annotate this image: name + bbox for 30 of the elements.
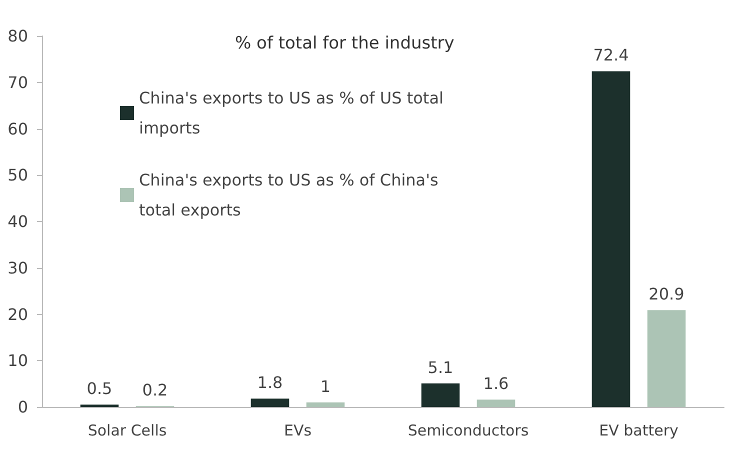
- bar: [647, 310, 686, 407]
- bar: [592, 71, 630, 407]
- chart-title: % of total for the industry: [235, 34, 454, 54]
- x-tick-label: Solar Cells: [88, 422, 167, 440]
- data-label: 1.6: [483, 374, 509, 394]
- legend-label: China's exports to US as % of US total imports: [139, 88, 449, 138]
- x-tick-label: Semiconductors: [408, 422, 529, 440]
- y-tick-label: 0: [18, 398, 28, 416]
- bar: [476, 400, 516, 407]
- data-label: 0.2: [142, 380, 168, 400]
- x-tick-label: EV battery: [599, 422, 678, 440]
- data-label: 0.5: [86, 379, 112, 398]
- y-tick-label: 30: [8, 258, 28, 278]
- data-label: 1: [320, 376, 331, 396]
- bar: [421, 383, 460, 407]
- data-label: 1.8: [257, 373, 283, 392]
- bar: [250, 398, 290, 407]
- data-label: 72.4: [593, 46, 629, 65]
- data-label: 20.9: [648, 284, 684, 304]
- y-tick-label: 50: [8, 166, 28, 185]
- bar: [306, 402, 345, 407]
- x-tick-label: EVs: [284, 422, 312, 440]
- y-tick-label: 70: [8, 72, 28, 92]
- y-tick-label: 60: [8, 119, 28, 138]
- legend-label: China's exports to US as % of China's total exports: [139, 170, 444, 220]
- y-tick-label: 80: [8, 26, 28, 46]
- y-tick-label: 10: [8, 351, 28, 370]
- data-label: 5.1: [428, 358, 454, 377]
- y-tick-label: 40: [8, 212, 28, 231]
- y-tick-label: 20: [8, 304, 28, 324]
